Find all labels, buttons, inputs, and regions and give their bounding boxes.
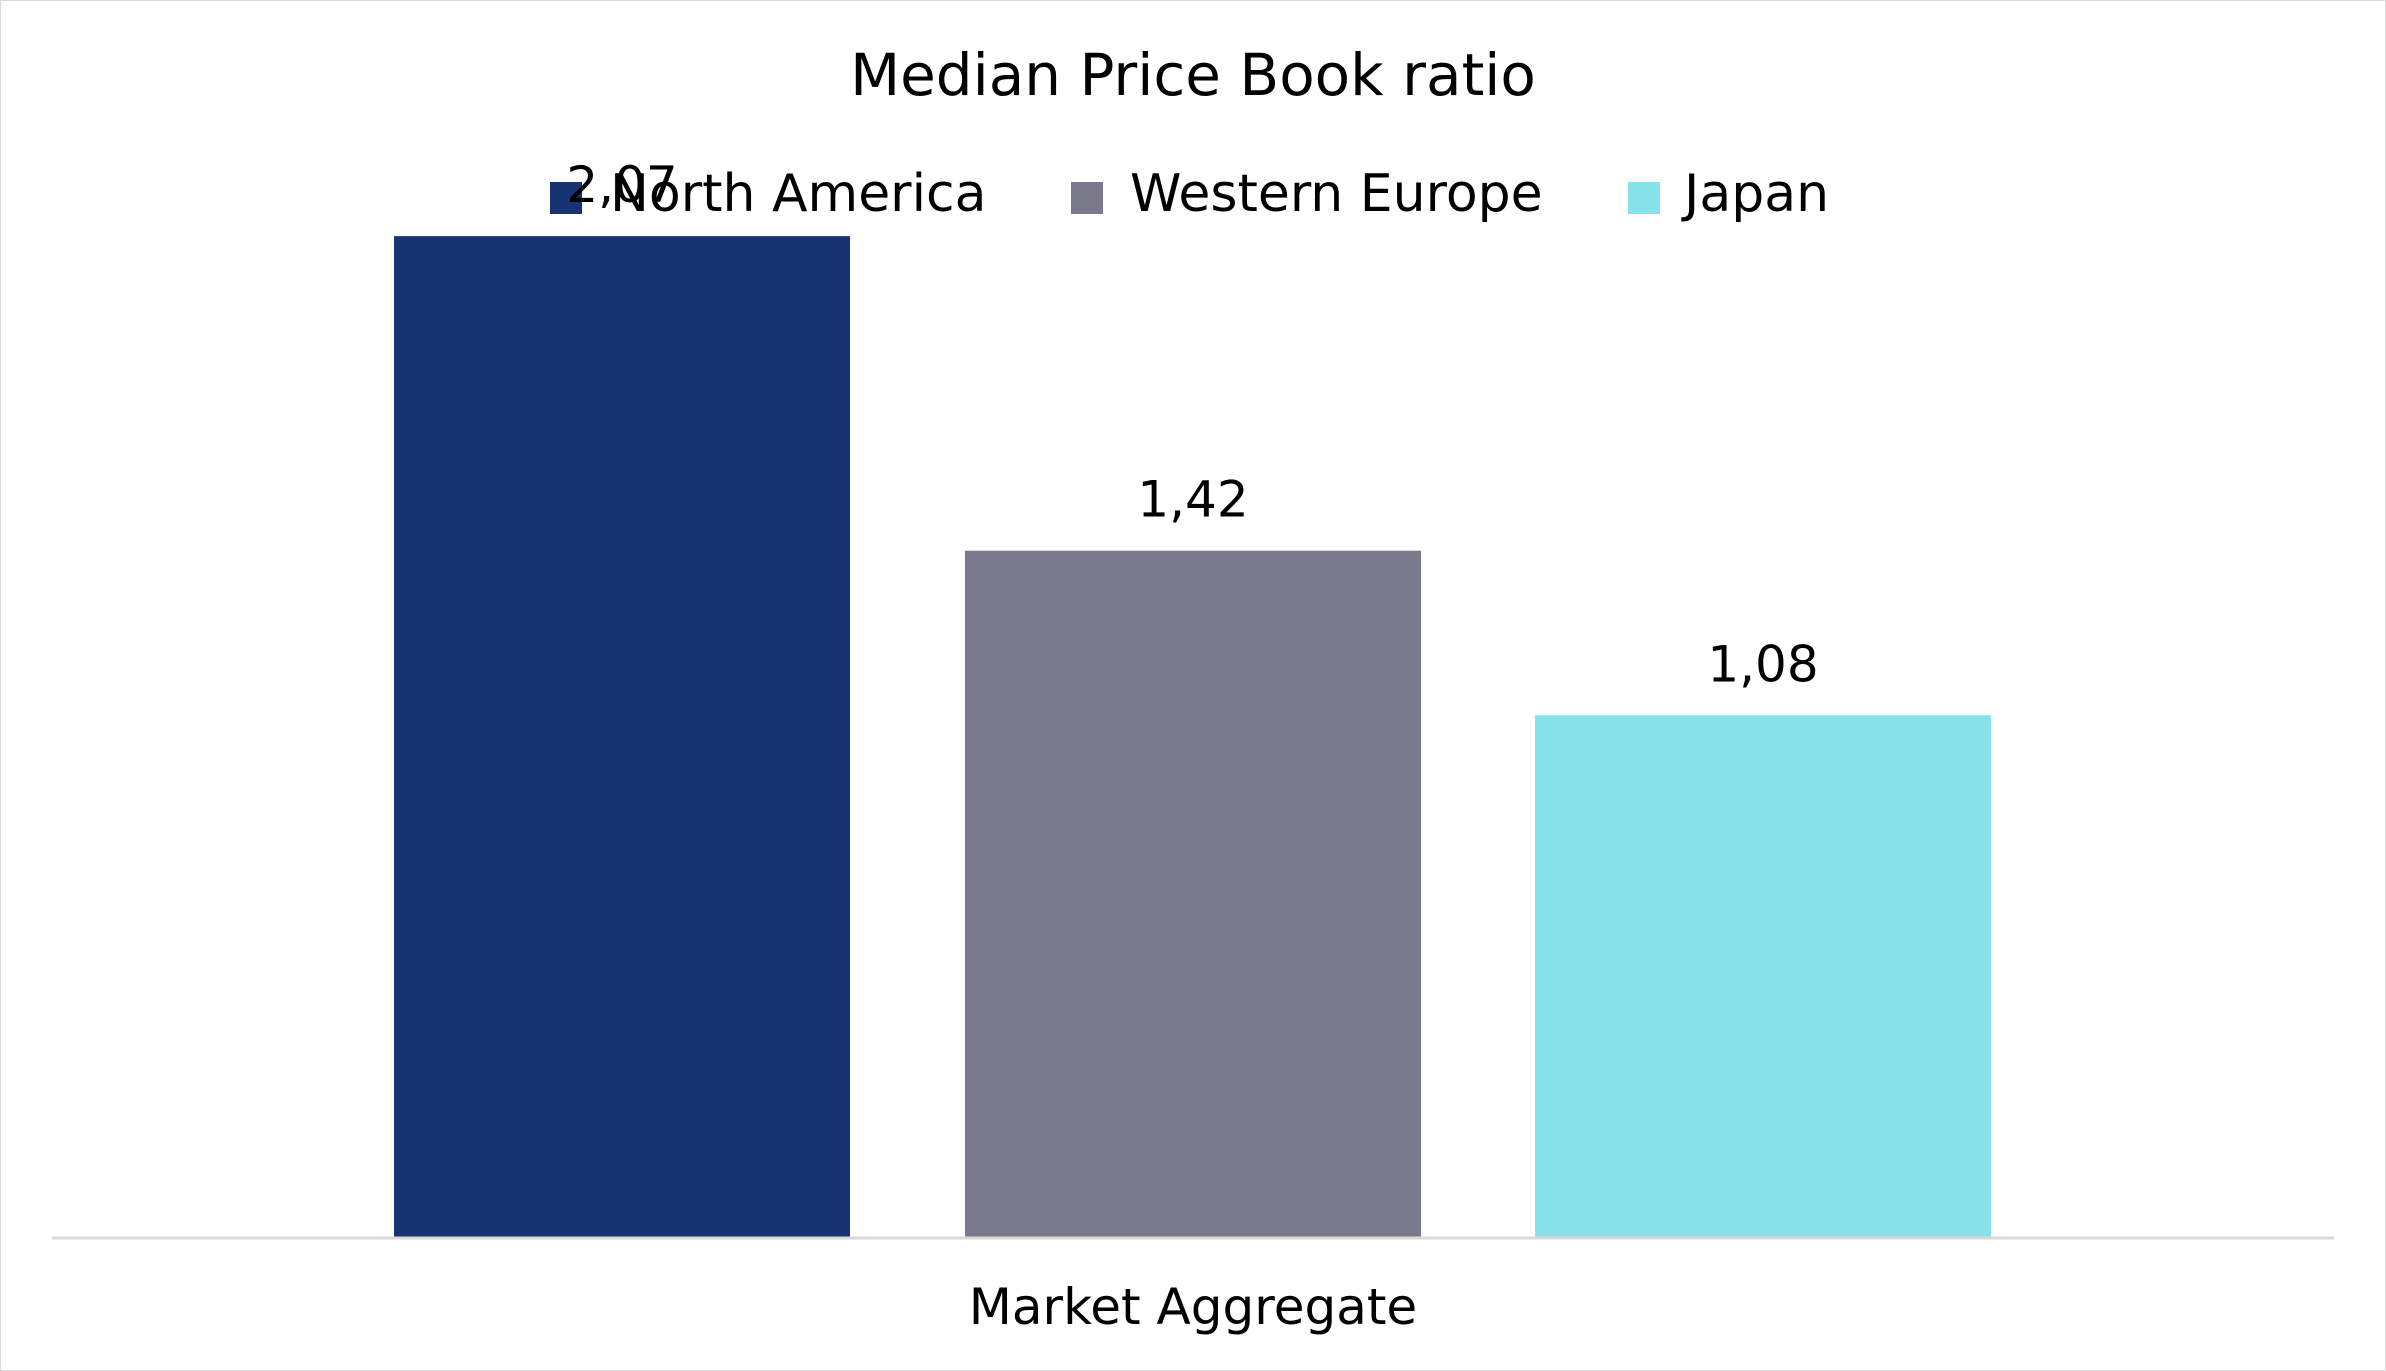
legend: North America Western Europe Japan xyxy=(550,164,1829,224)
data-label-western-europe: 1,42 xyxy=(1137,471,1248,529)
data-label-japan: 1,08 xyxy=(1707,635,1818,693)
legend-swatch-north-america xyxy=(550,182,582,214)
category-label-market-aggregate: Market Aggregate xyxy=(969,1278,1417,1336)
legend-label-north-america: North America xyxy=(610,164,986,224)
legend-item-western-europe: Western Europe xyxy=(1071,164,1543,224)
legend-label-japan: Japan xyxy=(1681,164,1829,224)
plot-area: 2,07 1,42 1,08 xyxy=(52,156,2334,1240)
bar-north-america xyxy=(394,236,850,1238)
legend-item-north-america: North America xyxy=(550,164,986,224)
legend-label-western-europe: Western Europe xyxy=(1130,164,1543,224)
legend-swatch-western-europe xyxy=(1071,182,1103,214)
bar-western-europe xyxy=(965,550,1421,1238)
chart-title: Median Price Book ratio xyxy=(850,41,1536,109)
data-label-north-america: 2,07 xyxy=(566,156,677,214)
bar-japan xyxy=(1535,715,1991,1238)
legend-swatch-japan xyxy=(1628,182,1660,214)
legend-item-japan: Japan xyxy=(1628,164,1829,224)
